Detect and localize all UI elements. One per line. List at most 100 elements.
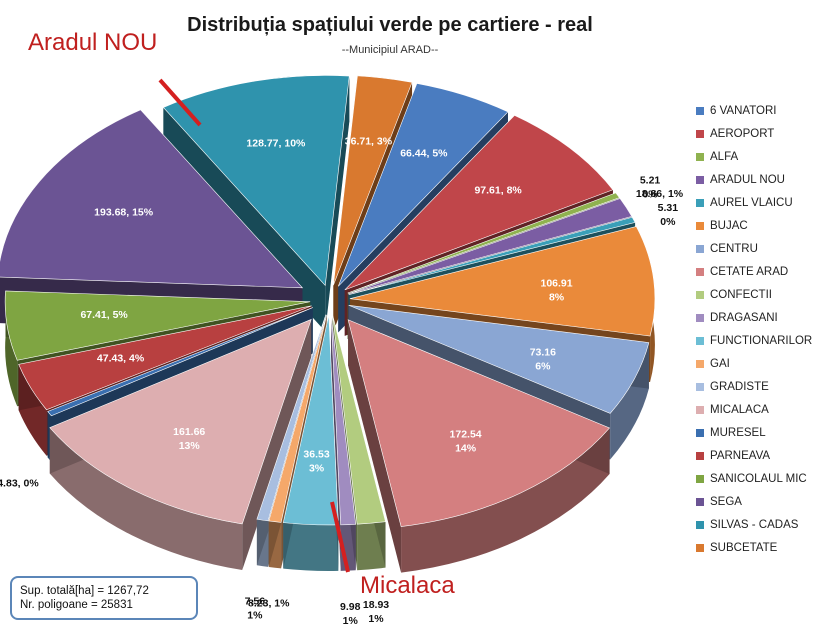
legend-label: SUBCETATE	[710, 541, 778, 554]
pie-slice-gradiste	[256, 314, 327, 522]
callout-arrow-micalaca	[330, 501, 350, 573]
info-box: Sup. totală[ha] = 1267,72 Nr. poligoane …	[10, 576, 198, 620]
legend-item-sega: SEGA	[696, 490, 818, 513]
pie-slice-side-micalaca-0	[242, 319, 312, 570]
legend-item-aurel-vlaicu: AUREL VLAICU	[696, 191, 818, 214]
polygon-count-text: Nr. poligoane = 25831	[20, 599, 133, 611]
data-label-aradul-nou: 18.86, 1%	[636, 188, 684, 200]
total-area-text: Sup. totală[ha] = 1267,72	[20, 585, 149, 597]
legend-swatch	[696, 313, 704, 322]
callout-micalaca: Micalaca	[360, 572, 455, 599]
legend-swatch	[696, 543, 704, 552]
legend-label: BUJAC	[710, 219, 748, 232]
data-label-sanicolaul-mic: 67.41, 5%	[80, 309, 128, 321]
legend-label: PARNEAVA	[710, 449, 771, 462]
chart-legend: 6 VANATORI AEROPORT ALFA ARADUL NOU AUREL VL…	[696, 99, 818, 559]
pie-slice-aradul-nou	[348, 198, 633, 295]
pie-slice-bujac	[349, 226, 656, 337]
pie-slice-side-dragasani-1	[331, 314, 341, 571]
legend-label: ARADUL NOU	[710, 173, 785, 186]
pie-slice-wall-sanicolaul-mic	[5, 290, 18, 407]
legend-item-aradul-nou: ARADUL NOU	[696, 168, 818, 191]
legend-swatch	[696, 359, 704, 368]
callout-aradul-nou: Aradul NOU	[28, 29, 158, 56]
legend-swatch	[696, 267, 704, 276]
legend-swatch	[696, 152, 704, 161]
legend-swatch	[696, 405, 704, 414]
data-label-subcetate: 36.71, 3%	[345, 135, 393, 147]
legend-swatch	[696, 106, 704, 115]
legend-item-gradiste: GRADISTE	[696, 375, 818, 398]
legend-swatch	[696, 474, 704, 483]
data-label-cetate-arad: 172.54 14%	[450, 428, 482, 454]
legend-label: CONFECTII	[710, 288, 772, 301]
pie-slice-aeroport	[344, 115, 614, 291]
pie-slice-gai	[268, 314, 327, 523]
legend-label: MICALACA	[710, 403, 769, 416]
legend-swatch	[696, 497, 704, 506]
legend-swatch	[696, 129, 704, 138]
legend-label: CENTRU	[710, 242, 758, 255]
pie-slice-silvas-cadas	[162, 75, 350, 287]
pie-slice-parneava	[18, 305, 312, 411]
legend-item-gai: GAI	[696, 352, 818, 375]
legend-label: DRAGASANI	[710, 311, 778, 324]
legend-swatch	[696, 175, 704, 184]
data-label-gradiste: 7.56 1%	[245, 596, 266, 622]
legend-item-centru: CENTRU	[696, 237, 818, 260]
pie-slice-wall-micalaca	[49, 427, 243, 570]
data-label-6-vanatori: 66.44, 5%	[400, 147, 448, 159]
legend-label: SILVAS - CADAS	[710, 518, 799, 531]
chart-subtitle: --Municipiul ARAD--	[341, 44, 439, 56]
pie-slice-sanicolaul-mic	[4, 290, 311, 361]
legend-label: GAI	[710, 357, 730, 370]
data-label-micalaca: 161.66 13%	[173, 426, 205, 452]
legend-label: 6 VANATORI	[710, 104, 777, 117]
legend-swatch	[696, 428, 704, 437]
callout-arrow-aradul-nou	[158, 78, 202, 127]
pie-slice-aurel-vlaicu	[348, 216, 636, 295]
legend-swatch	[696, 244, 704, 253]
legend-swatch	[696, 198, 704, 207]
legend-item-bujac: BUJAC	[696, 214, 818, 237]
pie-slice-subcetate	[333, 75, 413, 286]
legend-label: MURESEL	[710, 426, 766, 439]
legend-item-functionarilor: FUNCTIONARILOR	[696, 329, 818, 352]
pie-slice-side-silvas-cadas-1	[325, 76, 350, 332]
data-label-confectii: 18.93 1%	[363, 599, 389, 625]
legend-item-micalaca: MICALACA	[696, 398, 818, 421]
legend-swatch	[696, 221, 704, 230]
legend-swatch	[696, 451, 704, 460]
pie-slice-centru	[348, 304, 650, 414]
data-label-parneava: 47.43, 4%	[97, 352, 145, 364]
pie-slice-dragasani	[330, 314, 357, 526]
pie-slice-6-vanatori	[337, 83, 509, 287]
data-label-sega: 193.68, 15%	[94, 206, 154, 218]
pie-slice-wall-functionarilor	[283, 522, 339, 571]
data-label-aurel-vlaicu: 5.31 0%	[658, 202, 679, 228]
data-label-functionarilor: 36.53 3%	[303, 449, 329, 475]
pie-slice-side-cetate-arad-1	[348, 319, 402, 573]
pie-slice-sega	[0, 109, 304, 289]
legend-label: GRADISTE	[710, 380, 769, 393]
legend-swatch	[696, 290, 704, 299]
legend-swatch	[696, 520, 704, 529]
data-label-muresel: 4.83, 0%	[0, 477, 39, 489]
legend-item-subcetate: SUBCETATE	[696, 536, 818, 559]
data-label-dragasani: 9.98 1%	[340, 601, 361, 627]
data-label-aeroport: 97.61, 8%	[474, 185, 522, 197]
pie-slice-confectii	[332, 314, 386, 525]
legend-swatch	[696, 382, 704, 391]
legend-item-dragasani: DRAGASANI	[696, 306, 818, 329]
legend-item-muresel: MURESEL	[696, 421, 818, 444]
legend-item-sanicolaul-mic: SANICOLAUL MIC	[696, 467, 818, 490]
data-label-bujac: 106.91 8%	[540, 277, 572, 303]
data-label-alfa: 5.21 0%	[640, 175, 661, 201]
pie-slice-muresel	[47, 307, 313, 417]
legend-item-cetate-arad: CETATE ARAD	[696, 260, 818, 283]
pie-slice-wall-cetate-arad	[401, 427, 610, 573]
legend-item-aeroport: AEROPORT	[696, 122, 818, 145]
legend-label: CETATE ARAD	[710, 265, 789, 278]
legend-item-parneava: PARNEAVA	[696, 444, 818, 467]
